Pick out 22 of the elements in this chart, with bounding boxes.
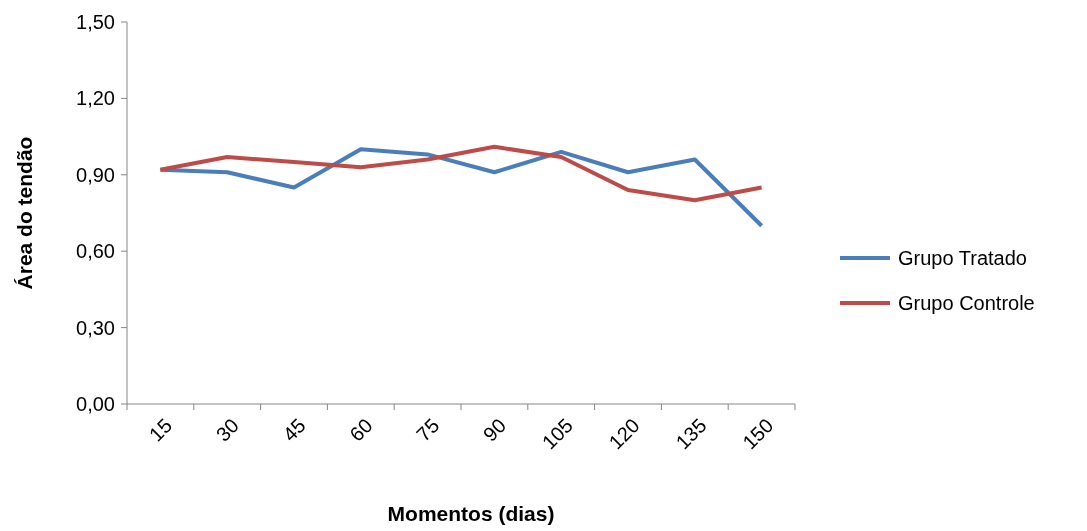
x-tick-label: 15 bbox=[144, 414, 177, 446]
x-tick-label: 120 bbox=[604, 414, 644, 454]
x-axis-title: Momentos (dias) bbox=[387, 502, 555, 525]
x-tick-label: 30 bbox=[211, 414, 243, 446]
y-tick-label: 0,60 bbox=[76, 240, 115, 263]
x-tick-label: 90 bbox=[478, 414, 511, 446]
x-tick-label: 45 bbox=[278, 414, 310, 446]
x-tick-label: 135 bbox=[671, 414, 711, 454]
y-tick-label: 1,50 bbox=[76, 11, 115, 33]
x-tick-label: 75 bbox=[412, 414, 444, 446]
y-tick-label: 0,00 bbox=[76, 393, 115, 415]
y-tick-label: 0,90 bbox=[76, 163, 115, 186]
y-tick-label: 1,20 bbox=[76, 87, 115, 110]
line-series bbox=[158, 144, 764, 203]
line-series bbox=[158, 147, 764, 228]
y-axis-title: Área do tendão bbox=[13, 136, 36, 290]
x-tick-label: 60 bbox=[345, 414, 377, 446]
legend-label: Grupo Controle bbox=[898, 292, 1035, 314]
x-tick-label: 105 bbox=[537, 414, 577, 454]
x-tick-label: 150 bbox=[738, 414, 778, 454]
y-tick-label: 0,30 bbox=[76, 316, 115, 339]
legend-label: Grupo Tratado bbox=[898, 247, 1027, 269]
